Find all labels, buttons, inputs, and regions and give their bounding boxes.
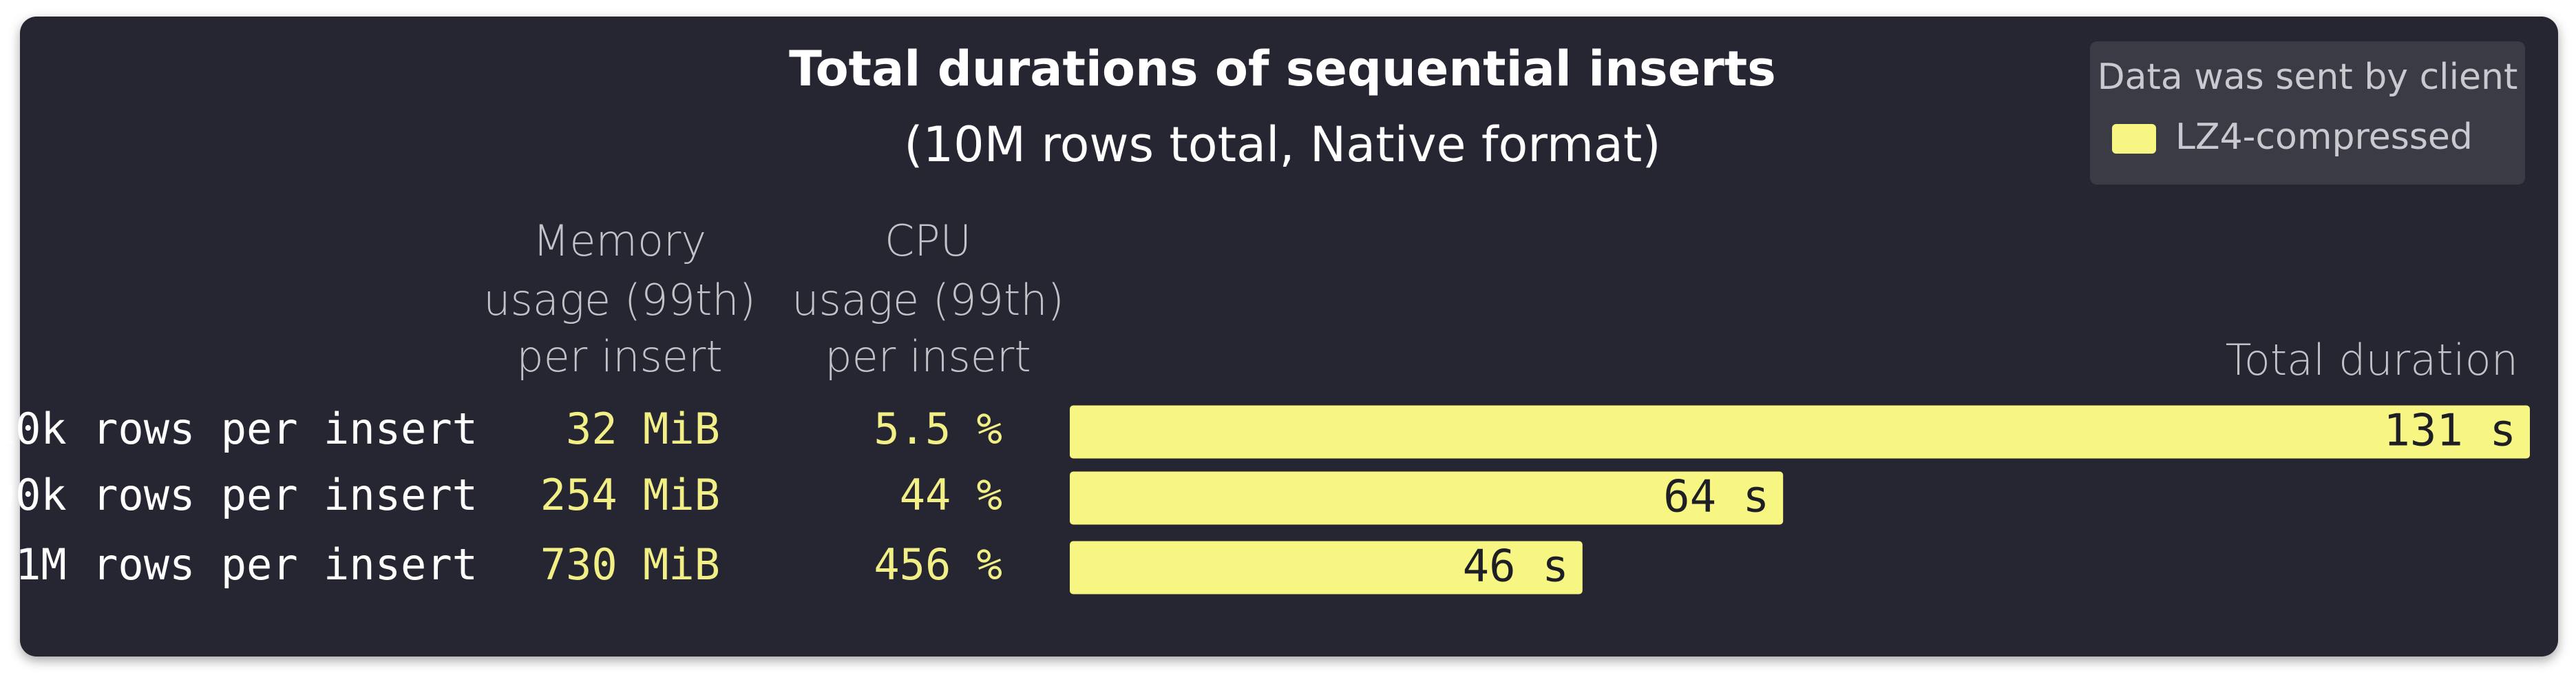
chart-title: Total durations of sequential inserts (789, 41, 1776, 97)
legend-title: Data was sent by client (2098, 56, 2518, 98)
bar-value-label: 46 s (1463, 541, 1569, 592)
cpu-value: 456 % (874, 539, 1002, 590)
column-header: CPU (885, 216, 971, 266)
cpu-value: 44 % (900, 470, 1002, 520)
memory-value: 730 MiB (540, 539, 720, 590)
bar (1070, 541, 1583, 595)
legend-swatch (2112, 124, 2156, 154)
bar (1070, 471, 1784, 525)
row-label: 1M rows per insert (15, 539, 478, 590)
memory-value: 32 MiB (566, 404, 720, 454)
chart-subtitle: (10M rows total, Native format) (904, 116, 1660, 173)
memory-value: 254 MiB (540, 470, 720, 520)
column-header: Total duration (2226, 335, 2518, 385)
legend-box (2090, 41, 2525, 185)
bar-value-label: 131 s (2383, 406, 2516, 457)
bar (1070, 405, 2530, 459)
column-header: per insert (825, 331, 1031, 382)
column-header: usage (99th) (483, 275, 756, 325)
column-header: usage (99th) (792, 275, 1064, 325)
row-label: 100k rows per insert (0, 470, 478, 520)
row-label: 10k rows per insert (0, 404, 478, 454)
cpu-value: 5.5 % (874, 404, 1002, 454)
column-header: Memory (533, 216, 706, 266)
bar-value-label: 64 s (1663, 472, 1769, 523)
card (20, 17, 2558, 657)
legend-label: LZ4-compressed (2175, 116, 2473, 158)
column-header: per insert (516, 331, 722, 382)
